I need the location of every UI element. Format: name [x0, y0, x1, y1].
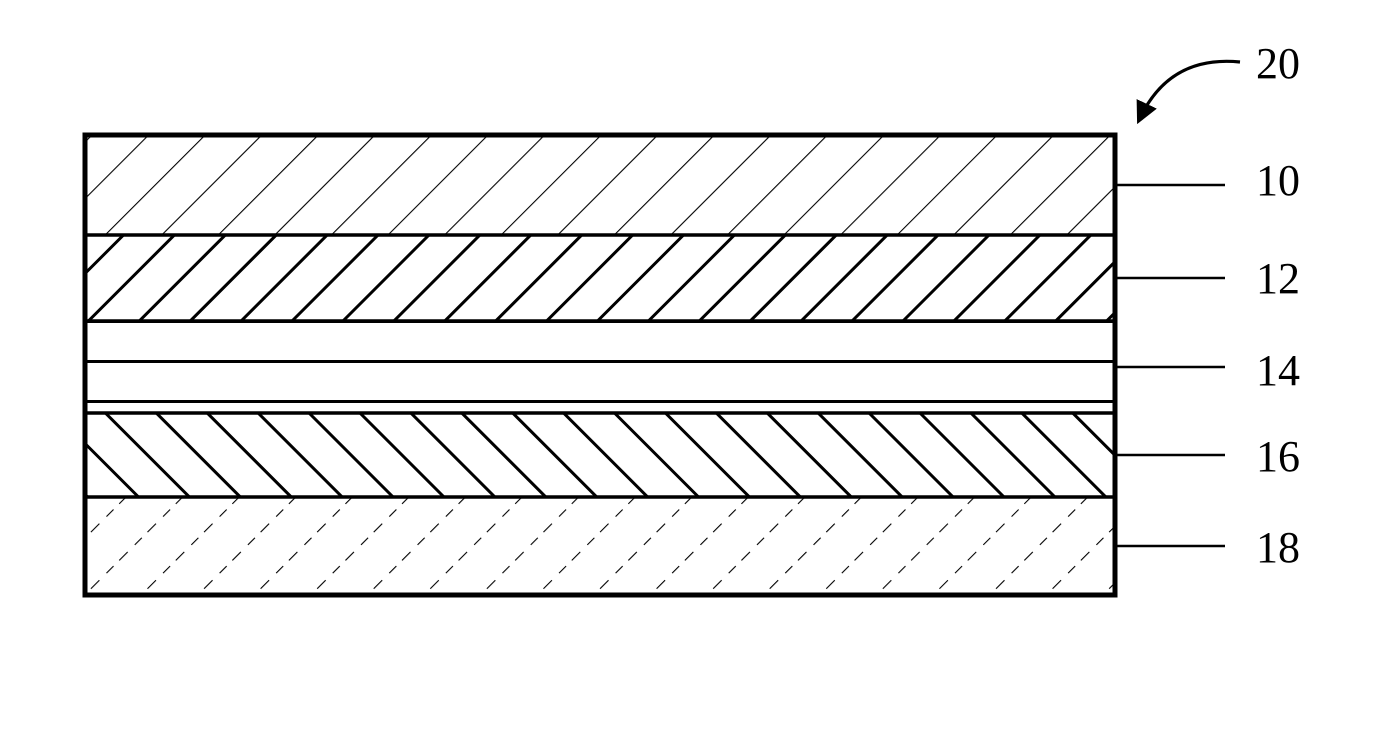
- layer-label-L18: 18: [1256, 522, 1300, 573]
- layer-L14: [85, 321, 1115, 413]
- layer-label-L16: 16: [1256, 431, 1300, 482]
- callout-label: 20: [1256, 38, 1300, 89]
- layer-label-L14: 14: [1256, 345, 1300, 396]
- layer-L10: [85, 135, 1115, 235]
- layer-L16: [85, 413, 1115, 497]
- callout-arrow: [1140, 61, 1240, 118]
- figure-stage: 10 12 14 16 18 20: [0, 0, 1395, 747]
- layer-label-L10: 10: [1256, 155, 1300, 206]
- layer-L12: [85, 235, 1115, 321]
- layer-L18: [85, 497, 1115, 595]
- layer-label-L12: 12: [1256, 253, 1300, 304]
- figure-svg: [0, 0, 1395, 747]
